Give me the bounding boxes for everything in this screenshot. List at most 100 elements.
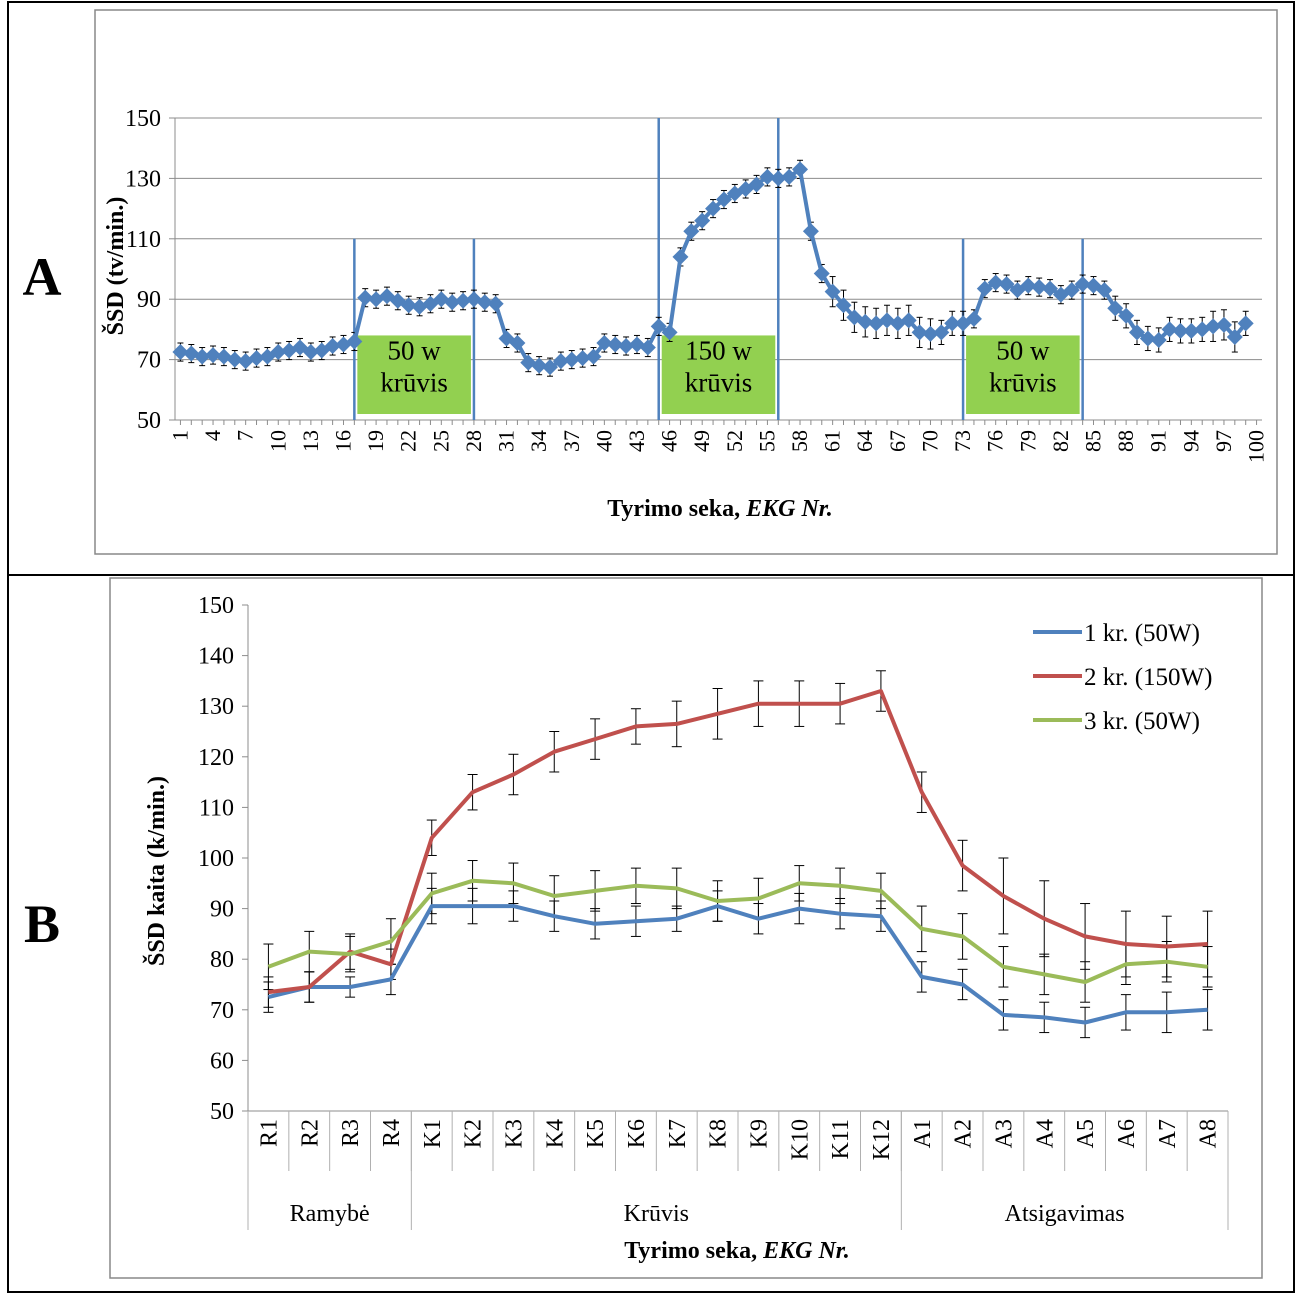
a-load-label-line1: 50 w <box>996 336 1050 366</box>
b-xtick-label: A1 <box>910 1119 936 1148</box>
b-legend-label: 2 kr. (150W) <box>1084 664 1212 691</box>
a-data-point <box>552 353 569 370</box>
a-data-point <box>824 283 841 300</box>
a-data-point <box>563 351 580 368</box>
a-data-point <box>596 334 613 351</box>
a-ytick-label: 70 <box>137 348 161 374</box>
a-data-point <box>976 280 993 297</box>
a-data-point <box>1128 324 1145 341</box>
a-data-point <box>792 161 809 178</box>
a-data-point <box>346 333 363 350</box>
a-xtick-label: 97 <box>1211 430 1236 452</box>
a-ytick-label: 150 <box>125 106 161 132</box>
a-xtick-label: 55 <box>754 430 779 452</box>
a-data-point <box>487 295 504 312</box>
a-data-point <box>574 350 591 367</box>
b-ytick-label: 150 <box>198 593 234 619</box>
a-ytick-label: 130 <box>125 166 161 192</box>
a-ytick-label: 50 <box>137 408 161 434</box>
b-xtick-label: K5 <box>583 1119 609 1148</box>
a-xtick-label: 7 <box>233 430 258 441</box>
a-data-point <box>781 168 798 185</box>
a-data-point <box>172 344 189 361</box>
b-legend-label: 3 kr. (50W) <box>1084 708 1200 735</box>
a-data-point <box>1020 277 1037 294</box>
b-group-label: Ramybė <box>290 1201 370 1227</box>
a-data-point <box>802 223 819 240</box>
a-data-point <box>900 312 917 329</box>
a-load-label-line2: krūvis <box>685 367 753 397</box>
a-xtick-label: 88 <box>1113 430 1138 452</box>
b-xtick-label: R3 <box>338 1119 364 1147</box>
a-data-point <box>1237 315 1254 332</box>
a-xtick-label: 76 <box>983 430 1008 452</box>
b-series-line <box>267 878 1208 984</box>
b-xtick-label: K1 <box>420 1119 446 1148</box>
a-data-point <box>1172 322 1189 339</box>
b-ytick-label: 110 <box>199 795 234 821</box>
a-xtick-label: 79 <box>1015 430 1040 452</box>
a-data-point <box>607 336 624 353</box>
b-xtick-label: K6 <box>624 1119 650 1148</box>
b-ytick-label: 60 <box>210 1048 234 1074</box>
b-xtick-label: A5 <box>1073 1119 1099 1148</box>
b-ytick-label: 50 <box>210 1099 234 1125</box>
a-data-point <box>194 348 211 365</box>
a-load-label-line1: 150 w <box>685 336 752 366</box>
a-data-point <box>1118 307 1135 324</box>
a-data-point <box>1183 322 1200 339</box>
b-xtick-label: K7 <box>665 1119 691 1148</box>
b-legend-label: 1 kr. (50W) <box>1084 620 1200 647</box>
a-data-point <box>1009 282 1026 299</box>
a-load-box <box>966 335 1080 414</box>
a-xtick-label: 100 <box>1244 430 1269 463</box>
b-xtick-label: A2 <box>951 1119 977 1148</box>
b-xtick-label: K11 <box>828 1119 854 1159</box>
a-data-point <box>715 191 732 208</box>
a-data-point <box>542 359 559 376</box>
panel-a-letter: A <box>23 247 62 307</box>
a-xtick-label: 13 <box>298 430 323 452</box>
a-data-point <box>226 351 243 368</box>
a-data-point <box>770 170 787 187</box>
a-xtick-label: 40 <box>591 430 616 452</box>
a-xtick-label: 16 <box>330 430 355 452</box>
b-xtick-label: R1 <box>256 1119 282 1147</box>
panel-a-chart-area <box>94 9 1278 555</box>
a-data-point <box>922 325 939 342</box>
b-ytick-label: 120 <box>198 745 234 771</box>
a-data-point <box>618 338 635 355</box>
b-y-axis-label: ŠSD kaita (k/min.) <box>143 776 170 966</box>
a-xtick-label: 10 <box>265 430 290 452</box>
a-data-point <box>400 297 417 314</box>
a-data-point <box>531 357 548 374</box>
b-xtick-label: K12 <box>869 1119 895 1160</box>
b-xtick-label: R4 <box>379 1119 405 1147</box>
a-load-label-line2: krūvis <box>989 367 1057 397</box>
b-xtick-label: K3 <box>501 1119 527 1148</box>
chart-a: 50 70 90 110 130 150 1 4 7 10 13 16 19 22 25 28 31 34 37 40… <box>102 106 1269 522</box>
b-group-label: Atsigavimas <box>1005 1201 1125 1227</box>
a-xtick-label: 64 <box>852 430 877 452</box>
b-xtick-label: K4 <box>542 1119 568 1148</box>
a-load-box <box>661 335 776 414</box>
a-data-point <box>1139 330 1156 347</box>
a-data-point <box>1074 276 1091 293</box>
a-xtick-label: 73 <box>950 430 975 452</box>
a-data-point <box>1226 328 1243 345</box>
b-ytick-label: 100 <box>198 846 234 872</box>
a-data-point <box>357 289 374 306</box>
a-data-point <box>324 338 341 355</box>
b-xtick-label: K9 <box>746 1119 772 1148</box>
a-xtick-label: 25 <box>428 430 453 452</box>
a-data-point <box>911 324 928 341</box>
a-data-point <box>1205 318 1222 335</box>
chart-b: 50 60 70 80 90 100 110 120 130 140 150 R1 R2 R3 R4 K1 K2… <box>143 593 1229 1264</box>
a-xtick-label: 22 <box>396 430 421 452</box>
b-ytick-label: 70 <box>210 998 234 1024</box>
a-xtick-label: 34 <box>526 430 551 452</box>
a-xtick-label: 19 <box>363 430 388 452</box>
a-data-point <box>705 200 722 217</box>
panel-b-letter: B <box>24 894 60 954</box>
